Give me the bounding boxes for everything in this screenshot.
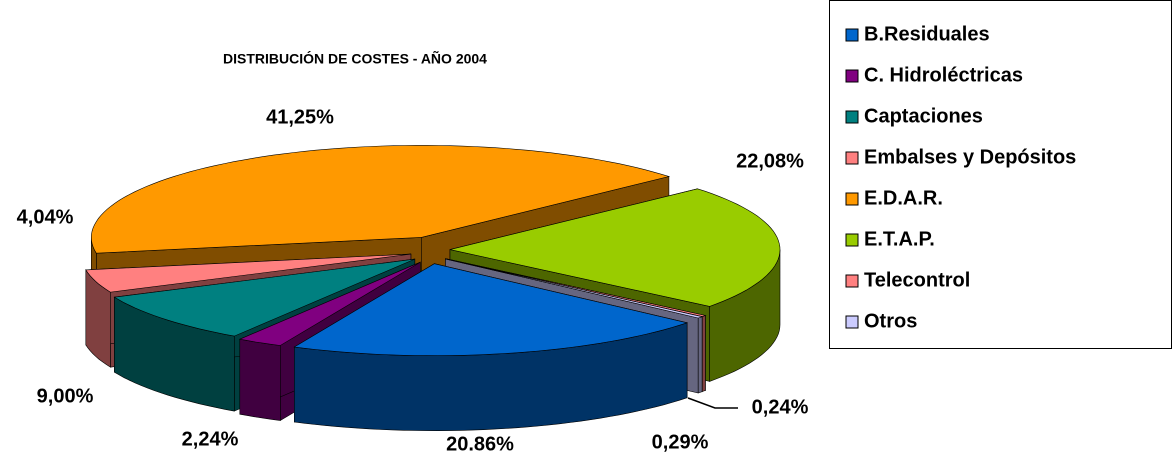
legend-swatch (845, 110, 859, 124)
legend-label: C. Hidroléctricas (864, 64, 1023, 86)
slice (449, 188, 781, 307)
data-label: 41,25% (266, 106, 334, 128)
data-label: 0,29% (652, 431, 709, 453)
legend-label: Embalses y Depósitos (864, 146, 1076, 168)
legend-swatch (845, 151, 859, 165)
legend-swatch (845, 69, 859, 83)
slice-side (701, 315, 706, 393)
data-label: 20.86% (446, 433, 514, 455)
slice (293, 263, 689, 357)
legend-swatch (845, 28, 859, 42)
leader-line (687, 397, 738, 409)
legend-label: B.Residuales (864, 23, 990, 45)
legend-swatch (845, 192, 859, 206)
slice (90, 145, 671, 254)
slice (445, 258, 704, 319)
legend-label: E.D.A.R. (864, 187, 943, 209)
data-label: 0,24% (752, 396, 809, 418)
legend-swatch (845, 233, 859, 247)
slice (238, 261, 421, 346)
legend-label: Captaciones (864, 105, 983, 127)
legend-label: E.T.A.P. (864, 228, 935, 250)
slice-side (239, 338, 281, 421)
legend-swatch (845, 274, 859, 288)
legend-box (829, 0, 1172, 349)
data-label: 22,08% (736, 150, 804, 172)
legend-label: Otros (864, 310, 917, 332)
legend-swatch (845, 315, 859, 329)
legend-label: Telecontrol (864, 269, 970, 291)
slice-side (697, 316, 703, 394)
slice (85, 253, 411, 293)
data-label: 2,24% (182, 428, 239, 450)
chart-title: DISTRIBUCIÓN DE COSTES - AÑO 2004 (223, 50, 487, 67)
data-label: 4,04% (17, 206, 74, 228)
data-label: 9,00% (37, 385, 94, 407)
slice (113, 258, 415, 337)
